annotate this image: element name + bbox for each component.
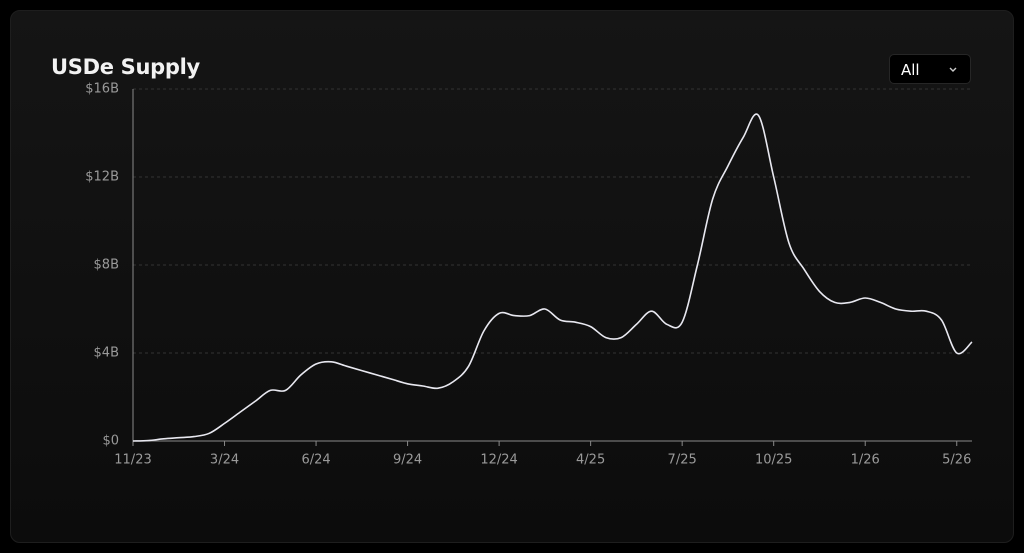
y-tick-label: $16B <box>85 82 119 97</box>
x-tick-label: 11/23 <box>114 453 151 468</box>
x-tick-label: 10/25 <box>755 453 792 468</box>
y-tick-label: $12B <box>85 170 119 185</box>
range-dropdown[interactable]: All <box>889 54 971 84</box>
card: USDe Supply All <box>10 10 1014 543</box>
dropdown-label: All <box>901 61 920 79</box>
chevron-icon <box>949 67 957 72</box>
x-tick-label: 12/24 <box>480 453 517 468</box>
y-tick-label: $8B <box>94 258 119 273</box>
x-tick-label: 4/25 <box>576 453 605 468</box>
x-tick-label: 7/25 <box>668 453 697 468</box>
chart-title: USDe Supply <box>51 55 200 79</box>
x-tick-label: 5/26 <box>942 453 971 468</box>
x-tick-label: 3/24 <box>210 453 239 468</box>
series-line <box>132 113 973 442</box>
y-tick-label: $0 <box>102 434 119 449</box>
x-tick-label: 9/24 <box>393 453 422 468</box>
x-tick-label: 1/26 <box>851 453 880 468</box>
x-tick-label: 6/24 <box>301 453 330 468</box>
y-tick-label: $4B <box>94 346 119 361</box>
